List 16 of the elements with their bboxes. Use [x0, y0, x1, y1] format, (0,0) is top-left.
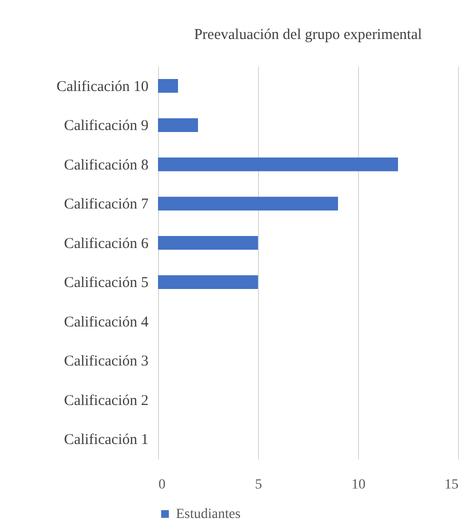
x-tick-label: 5 — [255, 478, 262, 492]
y-tick-label: Calificación 4 — [64, 314, 149, 330]
y-tick-label: Calificación 5 — [64, 275, 148, 292]
legend-label: Estudiantes — [176, 507, 241, 522]
y-tick-label: Calificación 1 — [64, 432, 148, 448]
x-tick-label: 0 — [158, 478, 166, 492]
chart-title: Preevaluación del grupo experimental — [194, 27, 422, 43]
y-tick-label: Calificación 6 — [64, 236, 149, 252]
y-tick-label: Calificación 9 — [64, 118, 148, 134]
y-tick-label: Calificación 3 — [64, 354, 148, 370]
y-tick-label: Calificación 10 — [56, 78, 148, 95]
x-tick-label: 10 — [352, 478, 366, 492]
y-tick-label: Calificación 7 — [64, 196, 149, 213]
x-tick-label: 15 — [444, 478, 458, 492]
y-tick-label: Calificación 2 — [64, 392, 148, 409]
y-tick-label: Calificación 8 — [64, 157, 148, 174]
